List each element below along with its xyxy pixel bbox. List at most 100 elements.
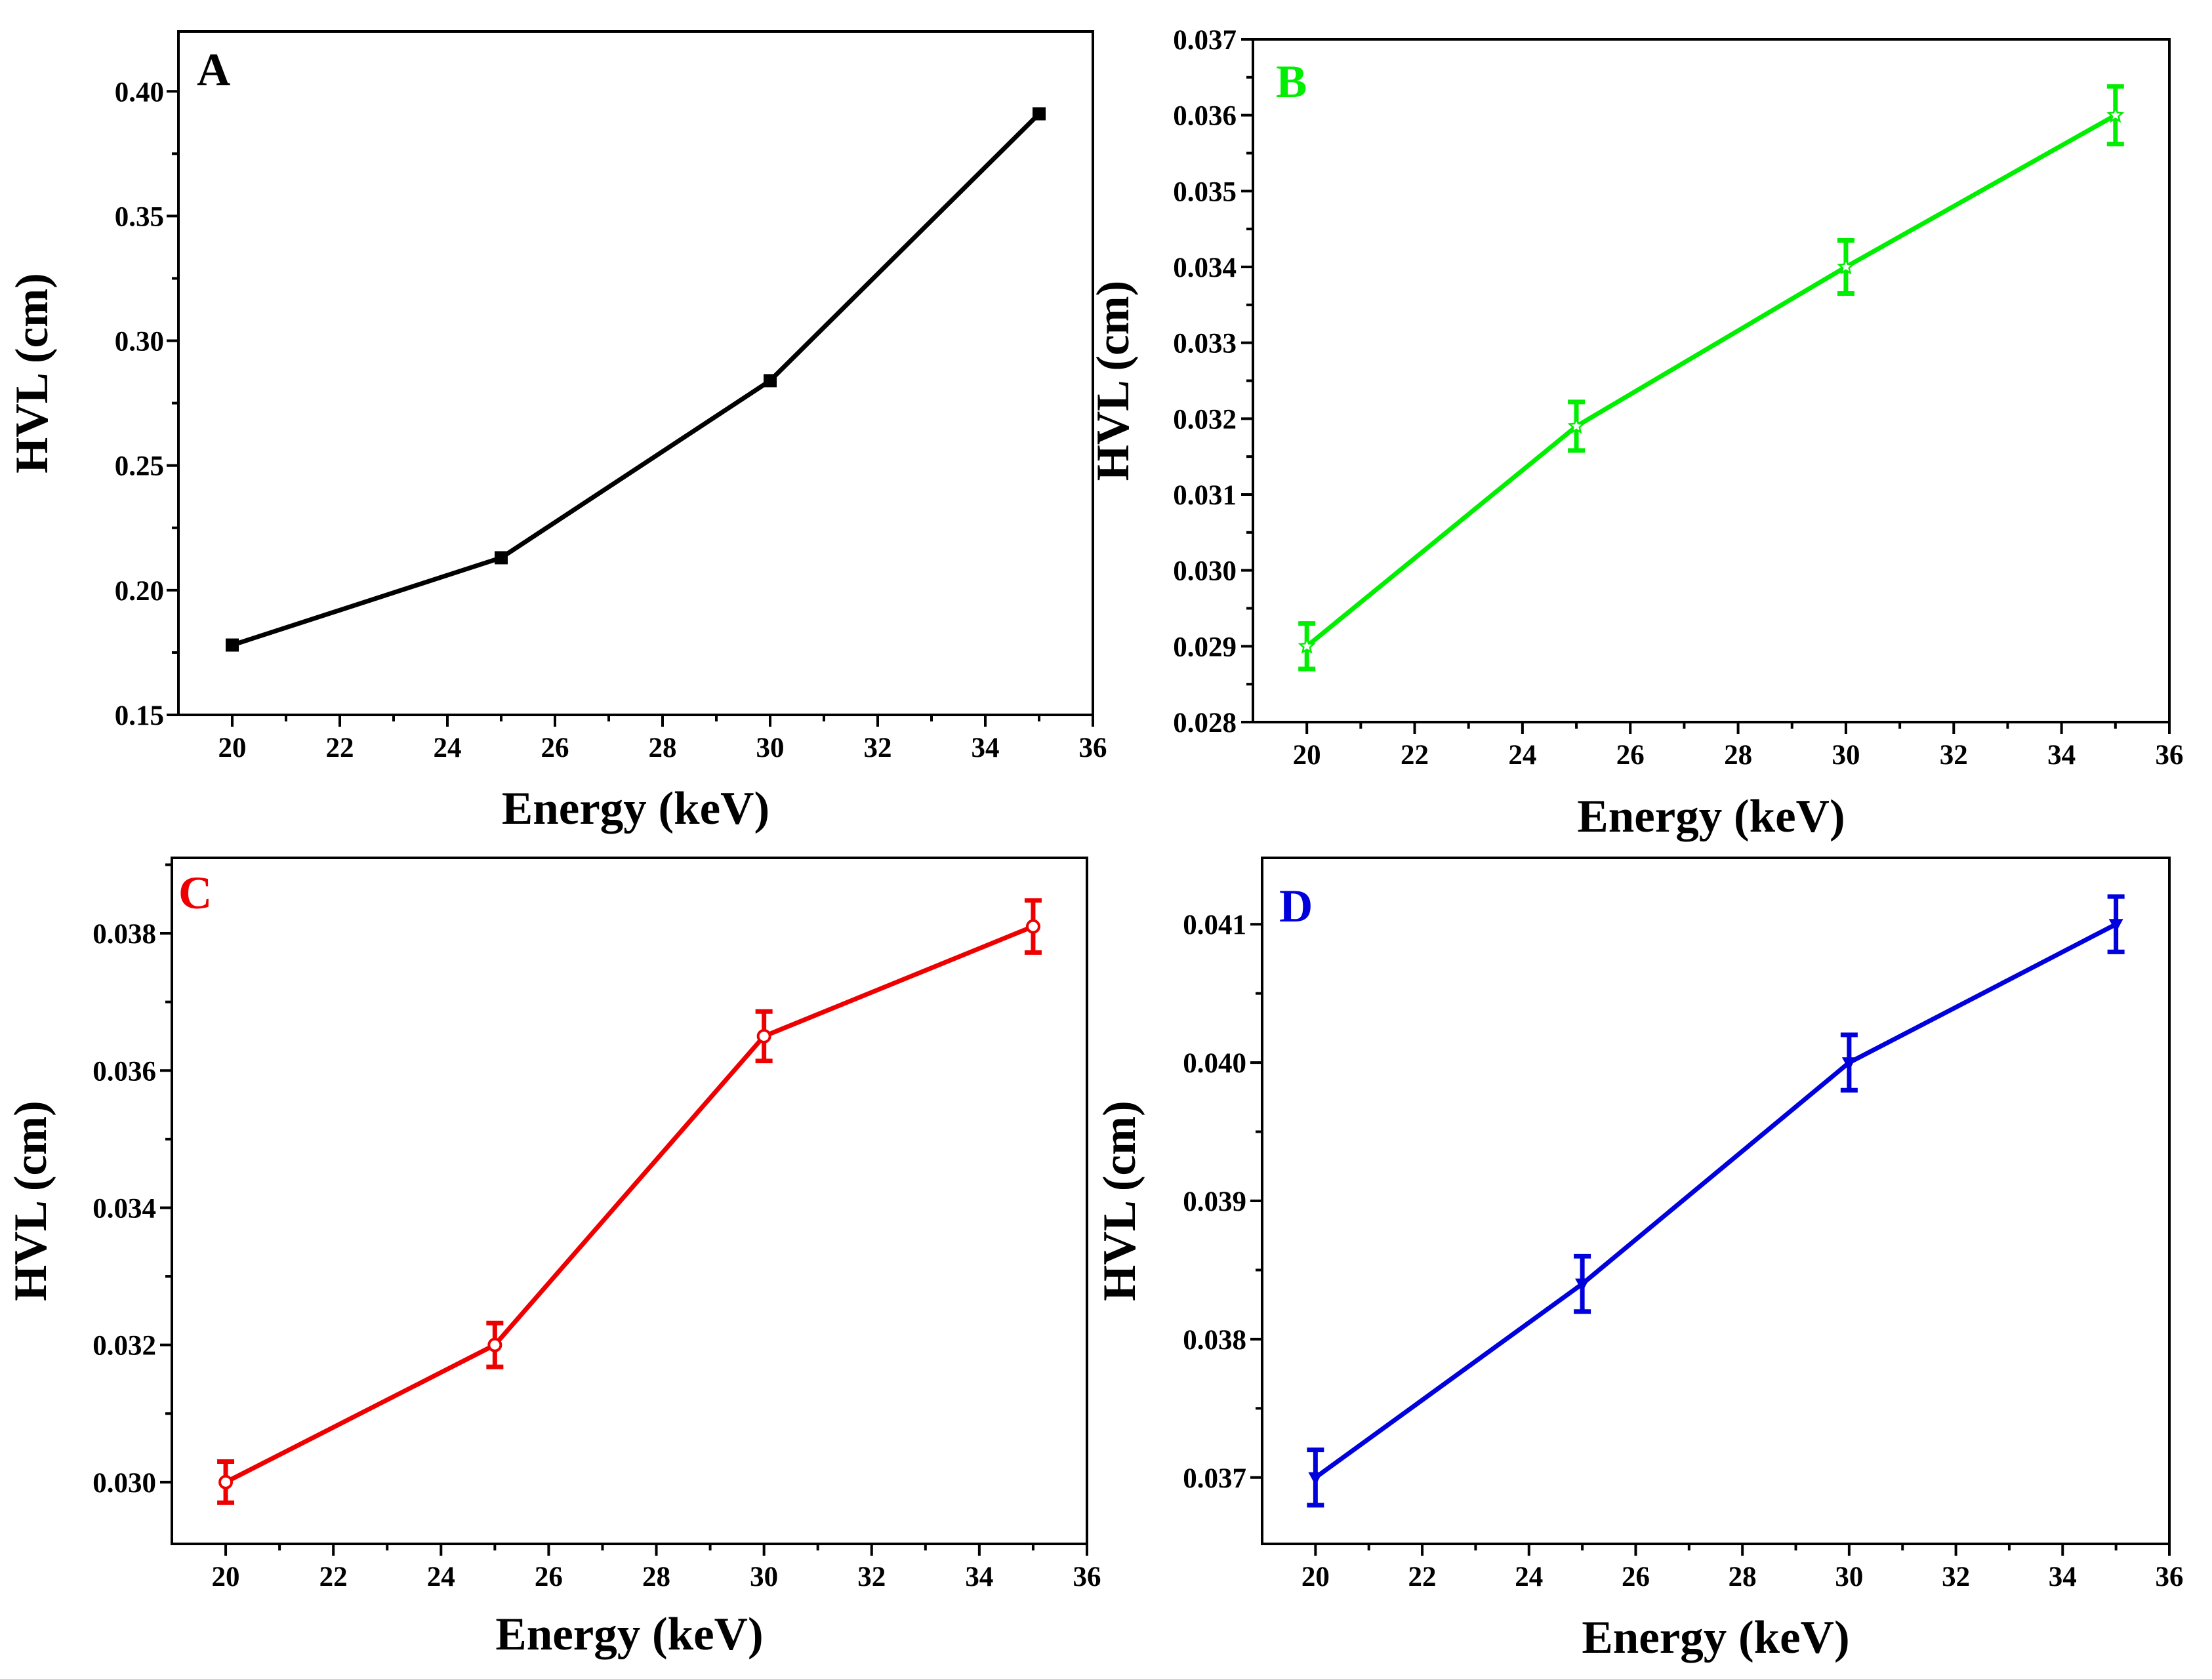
data-point xyxy=(226,638,239,652)
x-tick-label: 22 xyxy=(1401,740,1429,771)
data-point xyxy=(1308,1472,1323,1486)
panel-d: 20 22 24 26 28 30 32 34 36 0.037 0.038 0.039 0.040 0.… xyxy=(1094,857,2184,1663)
x-tick-label: 34 xyxy=(972,733,1000,763)
data-point xyxy=(1033,107,1046,121)
y-tick-label: 0.20 xyxy=(115,576,164,607)
y-tick-label: 0.028 xyxy=(1173,708,1237,738)
data-point xyxy=(2108,919,2123,933)
x-tick-label: 28 xyxy=(649,733,677,763)
plot-frame xyxy=(177,30,1094,716)
series-line xyxy=(1305,113,2117,649)
plot-frame xyxy=(1252,38,2171,723)
x-tick-label: 26 xyxy=(535,1562,563,1592)
x-tick-label: 34 xyxy=(2049,1562,2077,1592)
y-tick-label: 0.30 xyxy=(115,327,164,357)
x-tick-label: 24 xyxy=(1515,1562,1543,1592)
y-tick-label: 0.030 xyxy=(1173,556,1237,587)
x-tick-label: 28 xyxy=(642,1562,670,1592)
x-tick-label: 26 xyxy=(1616,740,1645,771)
x-tick-label: 34 xyxy=(2047,740,2076,771)
data-point xyxy=(1025,919,1040,934)
x-tick-label: 28 xyxy=(1724,740,1752,771)
y-tick-label: 0.031 xyxy=(1173,480,1237,511)
x-tick-label: 20 xyxy=(218,733,247,763)
panel-label: A xyxy=(197,45,230,96)
data-point xyxy=(764,374,777,388)
x-tick-label: 26 xyxy=(1622,1562,1650,1592)
series-line xyxy=(231,112,1041,647)
x-tick-label: 30 xyxy=(1832,740,1860,771)
x-tick-label: 26 xyxy=(541,733,569,763)
y-tick-label: 0.038 xyxy=(1183,1325,1246,1356)
y-tick-label: 0.036 xyxy=(1173,101,1237,132)
x-axis-title: Energy (keV) xyxy=(495,1609,763,1660)
y-tick-label: 0.037 xyxy=(1173,25,1237,56)
data-point xyxy=(1837,257,1855,275)
x-tick-label: 22 xyxy=(1408,1562,1437,1592)
panel-label: C xyxy=(178,868,212,919)
x-tick-label: 32 xyxy=(857,1562,886,1592)
x-tick-label: 32 xyxy=(1940,740,1968,771)
series-line xyxy=(224,924,1034,1484)
x-tick-label: 20 xyxy=(1293,740,1321,771)
y-tick-label: 0.039 xyxy=(1183,1186,1246,1217)
y-tick-label: 0.037 xyxy=(1183,1463,1246,1494)
data-point xyxy=(487,1337,502,1352)
x-tick-label: 30 xyxy=(750,1562,778,1592)
x-axis-title: Energy (keV) xyxy=(1577,791,1845,842)
y-tick-label: 0.040 xyxy=(1183,1048,1246,1079)
y-tick-label: 0.035 xyxy=(1173,176,1237,207)
y-tick-label: 0.033 xyxy=(1173,329,1237,359)
data-point xyxy=(756,1028,771,1043)
y-tick-label: 0.032 xyxy=(92,1331,156,1362)
x-axis-title: Energy (keV) xyxy=(502,783,769,834)
plot-frame xyxy=(1261,857,2171,1545)
panel-c: 20 22 24 26 28 30 32 34 36 0.030 0.032 0.034 0.036 0.… xyxy=(5,857,1101,1660)
y-tick-label: 0.029 xyxy=(1173,632,1237,662)
y-tick-label: 0.036 xyxy=(92,1056,156,1087)
y-tick-label: 0.034 xyxy=(92,1193,156,1224)
x-tick-label: 34 xyxy=(965,1562,993,1592)
y-tick-label: 0.041 xyxy=(1183,910,1246,941)
y-tick-label: 0.034 xyxy=(1173,253,1237,283)
x-axis-title: Energy (keV) xyxy=(1582,1612,1849,1663)
x-tick-label: 22 xyxy=(319,1562,348,1592)
x-tick-label: 36 xyxy=(1073,1562,1101,1592)
y-axis-title: HVL (cm) xyxy=(1088,281,1139,481)
data-point xyxy=(1298,637,1316,654)
y-axis-title: HVL (cm) xyxy=(1094,1101,1145,1301)
series-line xyxy=(1314,922,2118,1480)
panel-b: 20 22 24 26 28 30 32 34 36 0.028 0.029 0.030 0.031 0.… xyxy=(1088,25,2184,842)
data-point xyxy=(2106,106,2125,123)
x-tick-label: 36 xyxy=(2156,1562,2184,1592)
x-tick-label: 28 xyxy=(1729,1562,1757,1592)
x-tick-label: 22 xyxy=(326,733,354,763)
y-axis-title: HVL (cm) xyxy=(7,273,58,474)
data-point xyxy=(1567,416,1586,434)
data-point xyxy=(495,551,508,565)
y-tick-label: 0.15 xyxy=(115,700,164,731)
x-tick-label: 32 xyxy=(864,733,892,763)
x-tick-label: 24 xyxy=(434,733,462,763)
x-tick-label: 24 xyxy=(427,1562,455,1592)
x-tick-label: 30 xyxy=(756,733,785,763)
y-axis-title: HVL (cm) xyxy=(5,1101,56,1301)
x-tick-label: 36 xyxy=(2156,740,2184,771)
data-point xyxy=(1575,1278,1590,1292)
y-tick-label: 0.35 xyxy=(115,201,164,232)
plot-frame xyxy=(171,857,1088,1545)
data-point xyxy=(218,1474,234,1489)
y-tick-label: 0.032 xyxy=(1173,404,1237,435)
y-tick-label: 0.038 xyxy=(92,919,156,950)
x-tick-label: 20 xyxy=(1301,1562,1330,1592)
x-tick-label: 32 xyxy=(1942,1562,1970,1592)
y-tick-label: 0.25 xyxy=(115,451,164,482)
x-tick-label: 36 xyxy=(1079,733,1107,763)
panel-label: D xyxy=(1279,881,1313,932)
x-tick-label: 20 xyxy=(212,1562,240,1592)
y-tick-label: 0.40 xyxy=(115,77,164,108)
panel-a: 20 22 24 26 28 30 32 34 36 0.15 0.20 0.25 0.30 0.35 0.… xyxy=(7,30,1107,834)
x-tick-label: 30 xyxy=(1835,1562,1863,1592)
x-tick-label: 24 xyxy=(1508,740,1536,771)
